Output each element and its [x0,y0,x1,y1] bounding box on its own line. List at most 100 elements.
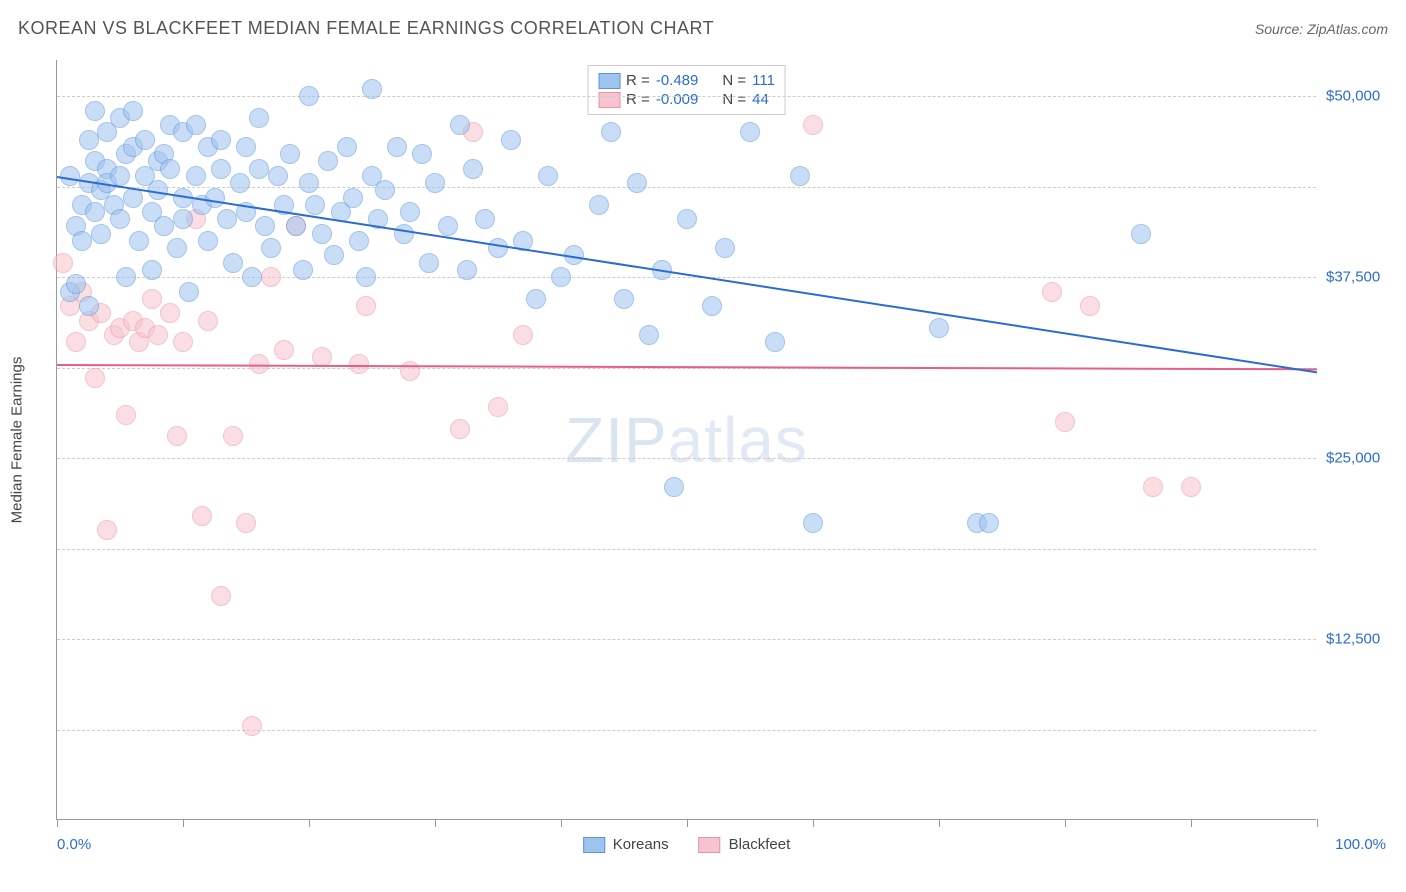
data-point [488,397,508,417]
data-point [160,159,180,179]
data-point [217,209,237,229]
data-point [349,231,369,251]
data-point [450,419,470,439]
r-value: -0.009 [656,91,699,108]
gridline [57,96,1316,97]
r-value: -0.489 [656,72,699,89]
data-point [255,216,275,236]
data-point [1042,282,1062,302]
data-point [274,340,294,360]
data-point [242,267,262,287]
data-point [97,520,117,540]
data-point [91,224,111,244]
data-point [154,216,174,236]
gridline [57,458,1316,459]
data-point [268,166,288,186]
data-point [1181,477,1201,497]
data-point [412,144,432,164]
data-point [198,231,218,251]
x-tick [1065,819,1066,827]
data-point [116,405,136,425]
data-point [356,267,376,287]
data-point [211,130,231,150]
data-point [167,238,187,258]
n-label: N = [722,72,746,89]
data-point [664,477,684,497]
data-point [299,173,319,193]
correlation-legend-row: R =-0.009N =44 [598,91,775,108]
y-tick-label: $37,500 [1326,269,1396,286]
data-point [790,166,810,186]
data-point [1143,477,1163,497]
r-label: R = [626,72,650,89]
data-point [293,260,313,280]
n-label: N = [722,91,746,108]
data-point [551,267,571,287]
data-point [123,101,143,121]
data-point [394,224,414,244]
data-point [79,130,99,150]
y-tick-label: $25,000 [1326,450,1396,467]
data-point [261,267,281,287]
x-tick [939,819,940,827]
gridline [57,639,1316,640]
data-point [1131,224,1151,244]
data-point [457,260,477,280]
data-point [639,325,659,345]
x-tick [435,819,436,827]
data-point [312,224,332,244]
data-point [198,311,218,331]
data-point [601,122,621,142]
data-point [438,216,458,236]
data-point [116,267,136,287]
x-axis-label-min: 0.0% [57,836,91,853]
x-tick [687,819,688,827]
data-point [173,209,193,229]
data-point [349,354,369,374]
data-point [337,137,357,157]
data-point [53,253,73,273]
data-point [110,209,130,229]
data-point [305,195,325,215]
data-point [110,166,130,186]
data-point [299,86,319,106]
data-point [312,347,332,367]
x-tick [57,819,58,827]
series-legend: Koreans Blackfeet [583,836,791,853]
data-point [186,115,206,135]
data-point [715,238,735,258]
data-point [72,231,92,251]
data-point [286,216,306,236]
x-tick [561,819,562,827]
n-value: 111 [752,72,775,89]
data-point [205,188,225,208]
correlation-legend-row: R = -0.489 N = 111 [598,72,775,89]
y-tick-label: $50,000 [1326,88,1396,105]
x-tick [1191,819,1192,827]
legend-swatch-koreans [583,837,605,853]
data-point [280,144,300,164]
x-tick [183,819,184,827]
data-point [614,289,634,309]
data-point [702,296,722,316]
watermark: ZIPatlas [565,403,808,477]
legend-swatch [598,92,620,108]
data-point [148,325,168,345]
data-point [501,130,521,150]
data-point [1055,412,1075,432]
data-point [60,166,80,186]
data-point [356,296,376,316]
data-point [324,245,344,265]
data-point [79,296,99,316]
y-tick-label: $12,500 [1326,631,1396,648]
data-point [236,137,256,157]
data-point [488,238,508,258]
data-point [627,173,647,193]
data-point [223,426,243,446]
data-point [318,151,338,171]
source-label: Source: ZipAtlas.com [1255,21,1388,37]
data-point [223,253,243,273]
legend-item-blackfeet: Blackfeet [699,836,791,853]
data-point [261,238,281,258]
data-point [375,180,395,200]
